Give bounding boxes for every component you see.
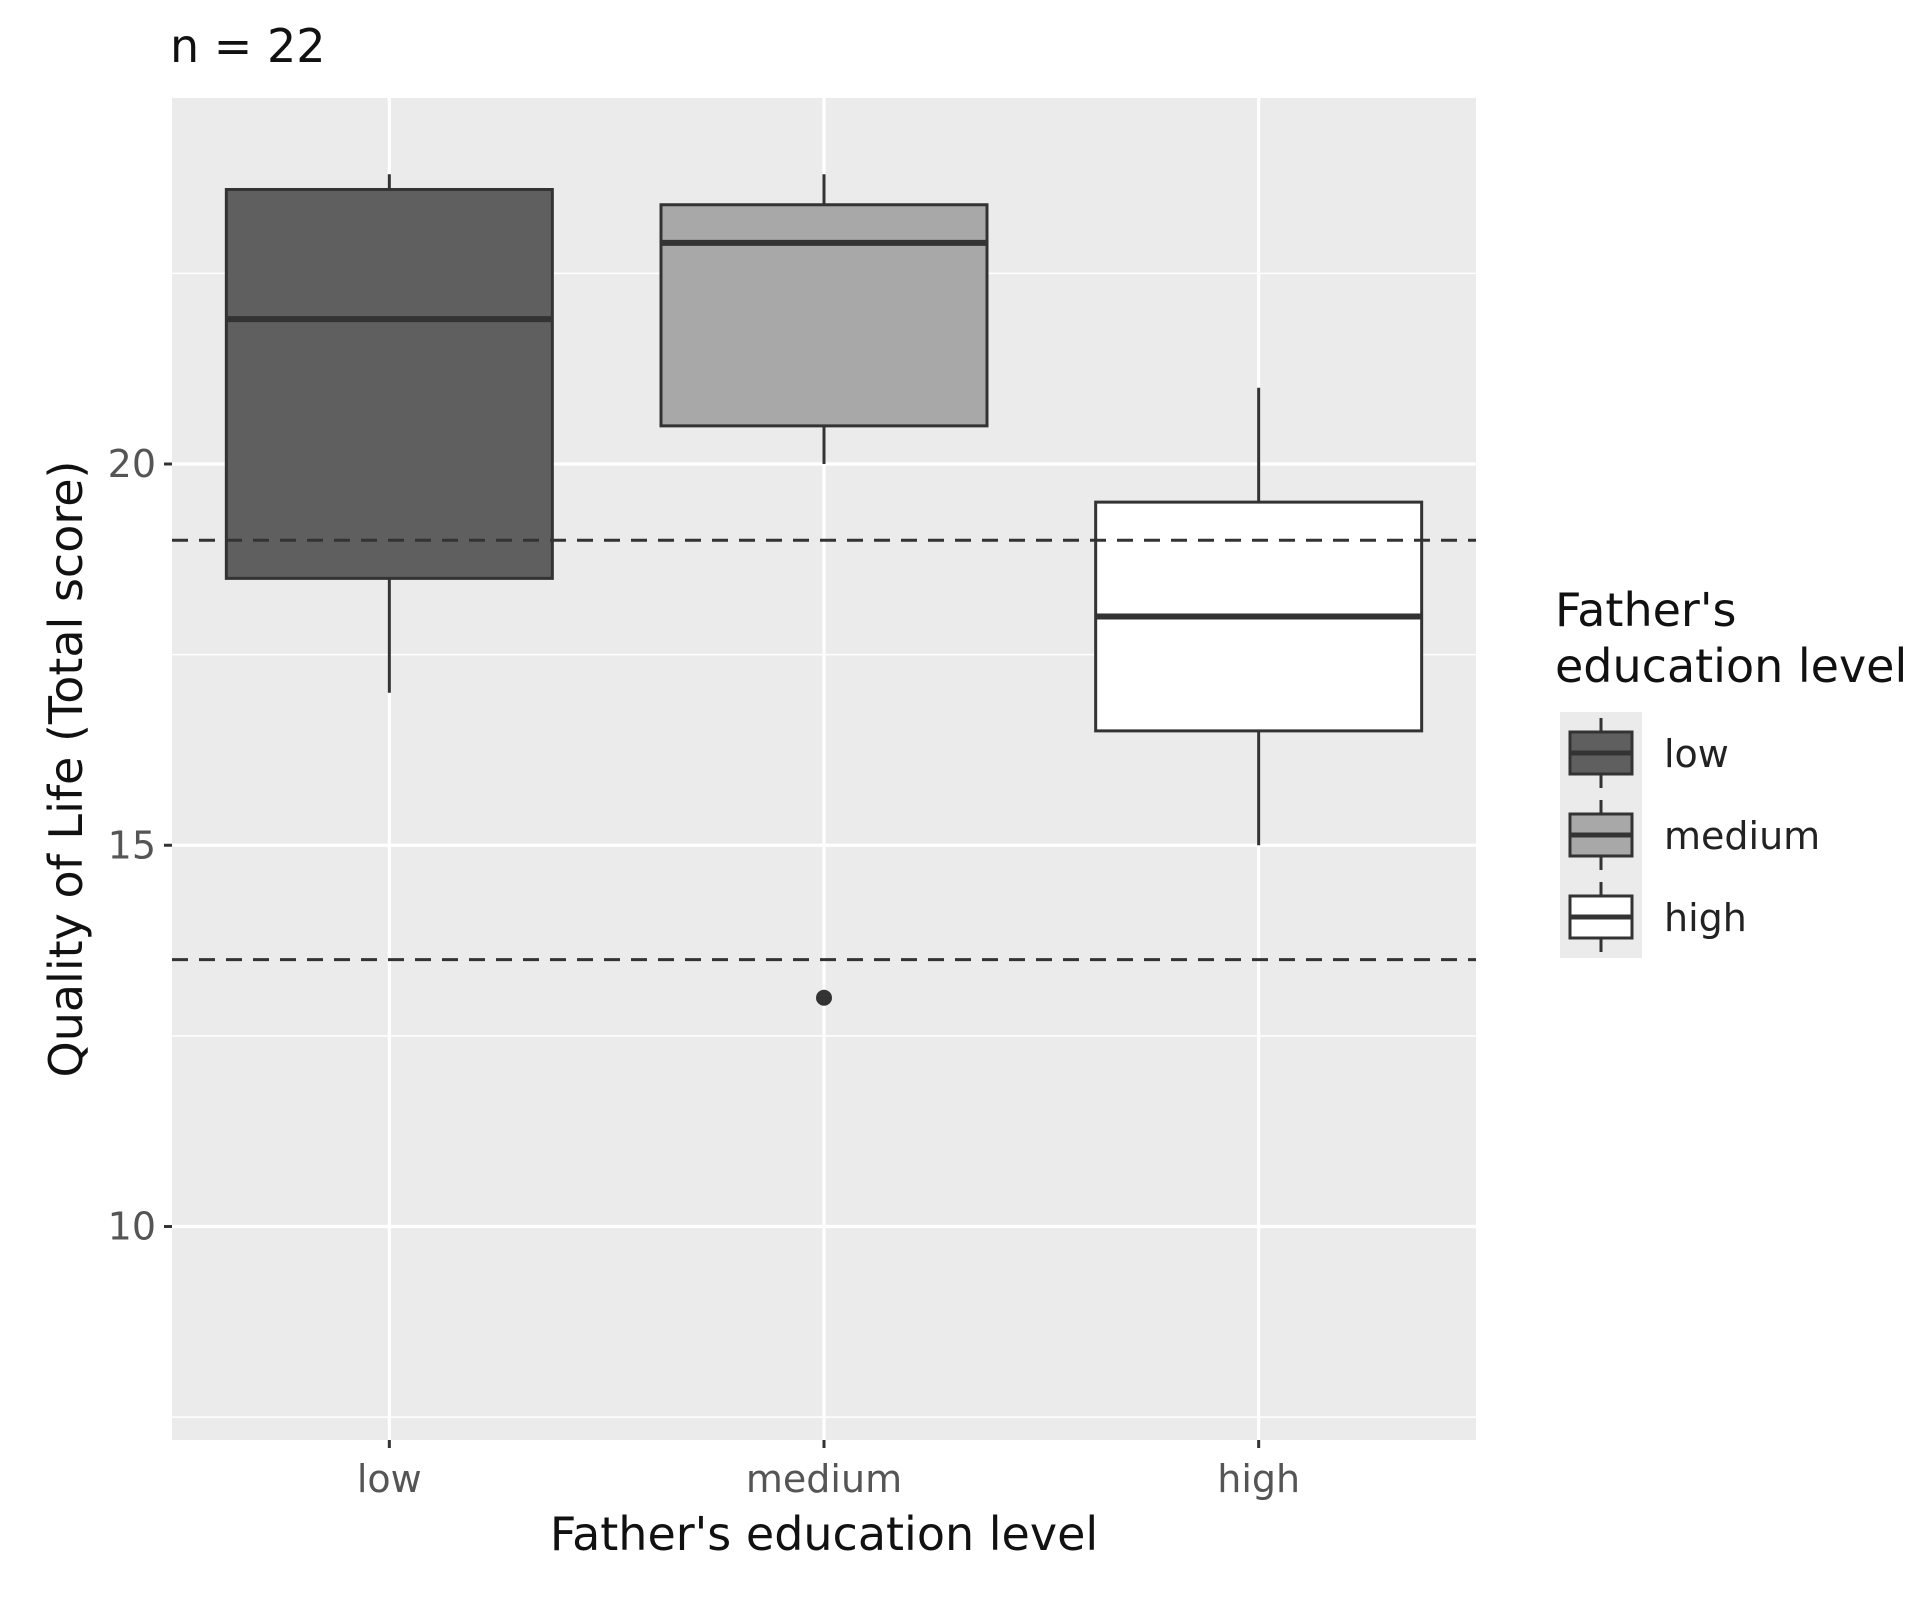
- y-axis-ticks: 10 15 20: [108, 442, 172, 1249]
- legend-title-line-2: education level: [1555, 639, 1907, 693]
- y-tick-label: 20: [108, 442, 156, 486]
- x-tick-label: low: [357, 1457, 422, 1501]
- x-tick-label: medium: [746, 1457, 902, 1501]
- legend-key-high: high: [1560, 876, 1747, 958]
- outlier-point: [816, 989, 832, 1006]
- legend-keys: low medium high: [1560, 712, 1820, 958]
- box-body: [659, 203, 989, 428]
- box-body: [224, 188, 554, 580]
- x-axis-ticks: low medium high: [357, 1440, 1300, 1501]
- x-axis-title: Father's education level: [550, 1507, 1098, 1561]
- legend: Father's education level low medium high: [1555, 583, 1907, 958]
- legend-title-line-1: Father's: [1555, 583, 1736, 637]
- legend-label: high: [1664, 896, 1747, 940]
- chart-title: n = 22: [170, 19, 325, 73]
- legend-key-low: low: [1560, 712, 1729, 794]
- legend-key-medium: medium: [1560, 794, 1820, 876]
- y-axis-title: Quality of Life (Total score): [39, 460, 93, 1077]
- y-tick-label: 15: [108, 823, 156, 867]
- reference-lines: [172, 538, 1476, 962]
- legend-label: medium: [1664, 814, 1820, 858]
- y-tick-label: 10: [108, 1205, 156, 1249]
- box-medium: [659, 174, 989, 1006]
- box-low: [224, 174, 554, 693]
- x-tick-label: high: [1217, 1457, 1300, 1501]
- legend-label: low: [1664, 732, 1729, 776]
